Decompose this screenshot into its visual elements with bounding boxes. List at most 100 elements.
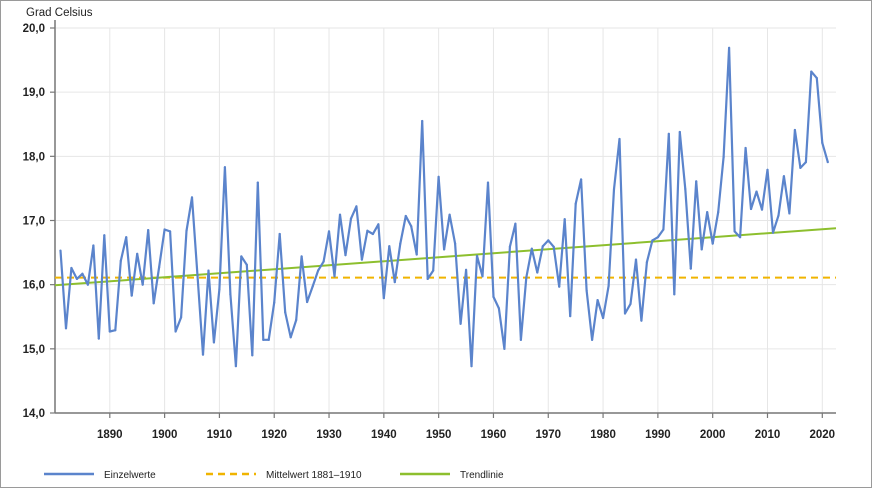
einzelwerte-point xyxy=(645,261,649,264)
einzelwerte-point xyxy=(130,294,133,297)
einzelwerte-point xyxy=(667,132,670,135)
einzelwerte-point xyxy=(338,213,342,216)
einzelwerte-point xyxy=(815,76,818,80)
einzelwerte-point xyxy=(793,128,796,132)
einzelwerte-point xyxy=(695,180,698,183)
einzelwerte-point xyxy=(569,315,572,318)
einzelwerte-point xyxy=(141,283,144,286)
einzelwerte-point xyxy=(673,293,676,296)
axes xyxy=(50,20,836,418)
einzelwerte-point xyxy=(300,255,303,258)
einzelwerte-point xyxy=(147,229,150,232)
einzelwerte-point xyxy=(453,242,457,245)
einzelwerte-point xyxy=(114,329,117,332)
einzelwerte-point xyxy=(223,166,227,169)
x-tick-label: 1990 xyxy=(645,429,671,441)
einzelwerte-point xyxy=(497,307,501,310)
einzelwerte-point xyxy=(284,311,287,314)
einzelwerte-point xyxy=(464,268,468,272)
x-tick-label: 1950 xyxy=(426,429,452,441)
einzelwerte-point xyxy=(634,258,638,261)
einzelwerte-point xyxy=(580,178,583,181)
einzelwerte-point xyxy=(267,338,270,341)
x-tick-label: 1910 xyxy=(207,429,233,441)
einzelwerte-point xyxy=(443,248,446,251)
y-axis-unit-label: Grad Celsius xyxy=(26,7,93,19)
einzelwerte-point xyxy=(278,232,281,236)
einzelwerte-point xyxy=(426,277,429,280)
einzelwerte-point xyxy=(766,168,769,171)
einzelwerte-point xyxy=(448,213,451,216)
einzelwerte-point xyxy=(508,245,511,248)
einzelwerte-point xyxy=(525,276,528,279)
einzelwerte-point xyxy=(185,229,188,232)
einzelwerte-point xyxy=(755,190,758,193)
einzelwerte-point xyxy=(256,181,259,184)
einzelwerte-point xyxy=(678,130,681,134)
einzelwerte-point xyxy=(415,253,418,256)
einzelwerte-point xyxy=(618,137,621,141)
einzelwerte-point xyxy=(136,252,139,255)
einzelwerte-point xyxy=(344,254,347,257)
einzelwerte-point xyxy=(530,247,533,250)
einzelwerte-point xyxy=(355,205,358,208)
einzelwerte-point xyxy=(306,300,309,304)
x-tick-label: 1980 xyxy=(590,429,616,441)
einzelwerte-point xyxy=(799,166,802,169)
einzelwerte-point xyxy=(826,161,829,164)
einzelwerte-point xyxy=(722,155,725,159)
einzelwerte-point xyxy=(174,330,177,333)
einzelwerte-point xyxy=(651,239,654,242)
einzelwerte-point xyxy=(601,316,605,320)
einzelwerte-point xyxy=(196,274,199,277)
einzelwerte-point xyxy=(399,242,402,245)
einzelwerte-point xyxy=(585,289,588,292)
einzelwerte-point xyxy=(470,365,473,368)
einzelwerte-point xyxy=(103,234,106,237)
x-tick-label: 2000 xyxy=(700,429,726,441)
legend-label-trendlinie: Trendlinie xyxy=(460,470,504,481)
x-tick-label: 1890 xyxy=(97,429,123,441)
einzelwerte-point xyxy=(706,211,709,214)
einzelwerte-point xyxy=(245,263,248,266)
einzelwerte-point xyxy=(744,146,747,150)
einzelwerte-point xyxy=(316,269,320,272)
x-tick-label: 2010 xyxy=(755,429,781,441)
einzelwerte-point xyxy=(212,341,216,344)
einzelwerte-point xyxy=(289,336,292,339)
legend-label-mittelwert: Mittelwert 1881–1910 xyxy=(266,470,362,481)
series-lines xyxy=(54,46,837,368)
einzelwerte-point xyxy=(596,298,599,302)
einzelwerte-point xyxy=(311,285,314,288)
x-tick-label: 1920 xyxy=(261,429,287,441)
einzelwerte-point xyxy=(92,244,95,247)
einzelwerte-point xyxy=(623,312,627,315)
einzelwerte-point xyxy=(273,301,276,304)
einzelwerte-point xyxy=(760,208,764,211)
x-tick-label: 1960 xyxy=(481,429,507,441)
y-tick-label: 19,0 xyxy=(23,87,45,99)
einzelwerte-point xyxy=(262,338,265,341)
einzelwerte-point xyxy=(738,236,742,239)
x-tick-label: 1900 xyxy=(152,429,178,441)
einzelwerte-point xyxy=(749,207,753,211)
einzelwerte-point xyxy=(125,236,128,239)
einzelwerte-point xyxy=(119,259,122,263)
einzelwerte-point xyxy=(366,229,369,232)
einzelwerte-point xyxy=(360,258,364,261)
einzelwerte-point xyxy=(64,327,68,330)
einzelwerte-point xyxy=(108,330,111,333)
einzelwerte-point xyxy=(207,269,210,272)
einzelwerte-point xyxy=(810,70,813,73)
y-tick-label: 14,0 xyxy=(23,408,45,420)
einzelwerte-point xyxy=(552,245,555,248)
einzelwerte-point xyxy=(475,254,479,257)
y-tick-label: 17,0 xyxy=(23,216,45,228)
einzelwerte-point xyxy=(75,277,79,280)
einzelwerte-point xyxy=(662,228,665,231)
einzelwerte-point xyxy=(591,338,594,341)
y-tick-label: 20,0 xyxy=(23,23,45,35)
einzelwerte-point xyxy=(821,141,824,144)
einzelwerte-point xyxy=(514,222,517,225)
